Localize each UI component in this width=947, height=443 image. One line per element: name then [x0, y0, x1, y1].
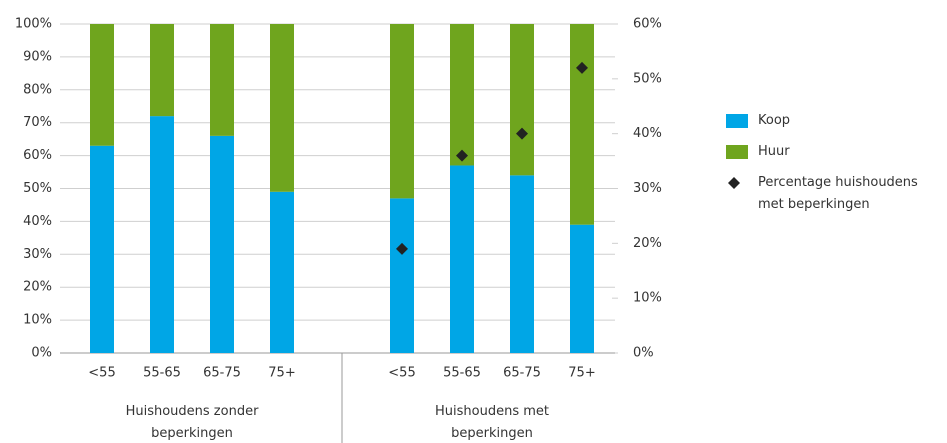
marker	[516, 127, 528, 140]
y-tick-label: 10%	[23, 313, 52, 328]
bar	[390, 24, 414, 199]
bar	[450, 165, 474, 353]
legend-label: Koop	[758, 113, 791, 128]
x-tick-label: 65-75	[203, 366, 241, 381]
legend-label: Huur	[758, 144, 790, 159]
y-tick-label: 80%	[23, 82, 52, 97]
bar	[210, 24, 234, 136]
x-tick-label: <55	[88, 366, 115, 381]
y-tick-label: 70%	[23, 115, 52, 130]
x-tick-label: 75+	[268, 366, 295, 381]
marker	[576, 61, 588, 74]
marker	[456, 149, 468, 162]
bar	[510, 24, 534, 176]
marker	[396, 242, 408, 255]
y2-tick-label: 50%	[633, 71, 662, 86]
y2-tick-label: 40%	[633, 126, 662, 141]
x-tick-label: 65-75	[503, 366, 541, 381]
y2-tick-label: 10%	[633, 291, 662, 306]
bar	[390, 198, 414, 353]
y-tick-label: 50%	[23, 181, 52, 196]
legend-marker	[728, 177, 740, 189]
x-tick-label: 75+	[568, 366, 595, 381]
y-tick-label: 20%	[23, 280, 52, 295]
bar	[570, 24, 594, 225]
bar	[270, 191, 294, 353]
y2-tick-label: 20%	[633, 236, 662, 251]
y-tick-label: 0%	[31, 346, 52, 361]
y2-tick-label: 60%	[633, 17, 662, 32]
y2-tick-label: 30%	[633, 181, 662, 196]
bar	[270, 24, 294, 192]
group-label: Huishoudens zonder beperkingen	[125, 404, 259, 441]
x-tick-label: <55	[388, 366, 415, 381]
legend-swatch	[726, 145, 748, 159]
y-tick-label: 90%	[23, 49, 52, 64]
bar	[450, 24, 474, 166]
y-tick-label: 30%	[23, 247, 52, 262]
bar	[90, 24, 114, 146]
bar	[90, 145, 114, 353]
legend-swatch	[726, 114, 748, 128]
y-tick-label: 40%	[23, 214, 52, 229]
y-tick-label: 60%	[23, 148, 52, 163]
legend-label: Percentage huishoudens met beperkingen	[758, 175, 918, 212]
bar	[150, 24, 174, 117]
group-label: Huishoudens met beperkingen	[435, 404, 549, 441]
bar	[570, 224, 594, 353]
bar	[150, 116, 174, 354]
y-tick-label: 100%	[15, 17, 52, 32]
bar	[210, 135, 234, 353]
y2-tick-label: 0%	[633, 346, 654, 361]
x-tick-label: 55-65	[143, 366, 181, 381]
x-tick-label: 55-65	[443, 366, 481, 381]
bar	[510, 175, 534, 353]
